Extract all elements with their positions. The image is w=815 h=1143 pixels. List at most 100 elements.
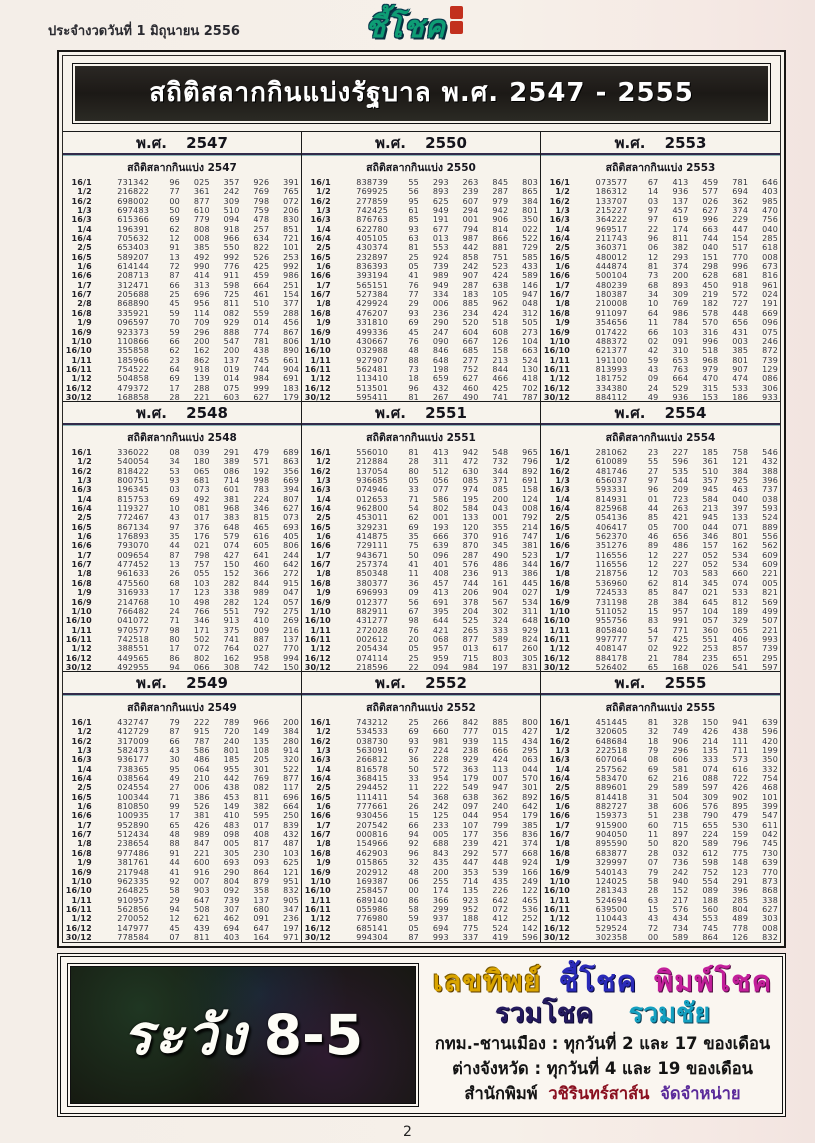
draw-row: 1/9 316933 17 123 338 989 047	[63, 588, 301, 597]
three-digit-4: 877	[283, 774, 299, 784]
three-digit-1: 290	[432, 318, 449, 328]
draw-date: 16/11	[304, 904, 331, 914]
first-prize: 961633	[117, 569, 150, 579]
three-digit-3: 796	[732, 839, 749, 849]
three-digit-4: 836	[522, 830, 538, 840]
first-prize: 294452	[356, 783, 389, 793]
statistics-box-inner: สถิติสลากกินแบ่งรัฐบาล พ.ศ. 2547 - 2555 …	[62, 55, 781, 943]
draw-date: 16/7	[71, 290, 92, 300]
three-digit-2: 627	[462, 374, 479, 384]
first-prize: 838739	[356, 178, 389, 187]
three-digit-2: 291	[223, 448, 240, 457]
three-digit-1: 903	[193, 886, 210, 896]
three-digit-1: 247	[432, 327, 449, 337]
draw-row: 2/5 360371 06 382 040 517 618	[541, 243, 780, 252]
three-digit-2: 135	[462, 886, 479, 896]
draw-row: 1/6 810850 99 526 149 382 664	[63, 802, 301, 811]
three-digit-2: 877	[462, 634, 479, 644]
three-digit-1: 843	[432, 848, 449, 858]
three-digit-3: 741	[492, 392, 509, 402]
draw-row: 1/10 962335 92 007 804 879 951	[63, 877, 301, 886]
three-digit-3: 666	[492, 746, 509, 756]
draw-row: 16/8 977486 91 221 305 230 103	[63, 849, 301, 858]
three-digit-2: 583	[702, 569, 719, 579]
last-two-digits: 56	[408, 597, 419, 607]
three-digit-1: 395	[432, 606, 449, 616]
first-prize: 742425	[356, 206, 389, 216]
three-digit-4: 288	[283, 308, 299, 318]
three-digit-1: 936	[672, 187, 689, 197]
draw-date: 1/10	[549, 606, 571, 616]
three-digit-2: 520	[462, 318, 479, 328]
draw-row: 16/9 217948 41 916 290 864 121	[63, 868, 301, 877]
draw-date: 16/2	[549, 196, 571, 206]
last-two-digits: 70	[169, 318, 180, 328]
first-prize: 481746	[595, 466, 628, 476]
three-digit-4: 386	[522, 569, 538, 579]
draw-row: 1/4 012653 71 586 195 200 124	[302, 495, 540, 504]
three-digit-1: 426	[193, 820, 210, 830]
draw-row: 2/5 430374 81 553 442 881 729	[302, 243, 540, 252]
last-two-digits: 87	[408, 932, 419, 942]
three-digit-1: 723	[672, 494, 689, 504]
three-digit-2: 213	[702, 504, 719, 514]
three-digit-2: 739	[223, 895, 240, 905]
three-digit-3: 071	[732, 522, 749, 532]
first-prize: 492955	[117, 662, 150, 672]
draw-row: 16/7 205688 25 696 725 461 154	[63, 290, 301, 299]
three-digit-2: 979	[702, 364, 719, 374]
first-prize: 334380	[595, 383, 628, 393]
three-digit-1: 769	[672, 299, 689, 309]
three-digit-4: 892	[522, 792, 538, 802]
three-digit-4: 312	[522, 308, 538, 318]
three-digit-1: 055	[193, 569, 210, 579]
last-two-digits: 86	[408, 895, 419, 905]
first-prize: 451445	[595, 718, 628, 727]
draw-date: 1/7	[316, 820, 331, 830]
three-digit-2: 570	[702, 318, 719, 328]
three-digit-3: 186	[732, 392, 749, 402]
three-digit-3: 517	[732, 243, 749, 253]
three-digit-2: 955	[223, 764, 240, 774]
last-two-digits: 64	[647, 308, 659, 318]
first-prize: 214768	[117, 597, 150, 607]
draw-date: 16/3	[71, 755, 92, 765]
three-digit-4: 806	[283, 336, 299, 346]
last-two-digits: 25	[408, 718, 419, 727]
first-prize: 331810	[356, 318, 389, 328]
three-digit-3: 148	[732, 858, 749, 868]
three-digit-2: 235	[702, 653, 719, 663]
three-digit-2: 554	[702, 876, 719, 886]
last-two-digits: 97	[647, 206, 659, 216]
three-digit-4: 338	[762, 895, 778, 905]
three-digit-3: 465	[253, 522, 270, 532]
three-digit-1: 734	[672, 923, 689, 933]
ad-headline-word-3: พิมพ์โชค	[654, 964, 773, 998]
last-two-digits: 48	[408, 346, 419, 356]
three-digit-4: 824	[522, 634, 538, 644]
draw-date: 1/4	[316, 494, 331, 504]
last-two-digits: 93	[169, 476, 180, 486]
draw-row: 16/9 017422 66 103 316 431 075	[541, 328, 780, 337]
page-top: ประจำงวดวันที่ 1 มิถุนายน 2556 ชี้โชค	[0, 0, 815, 50]
first-prize: 137054	[356, 466, 389, 476]
three-digit-3: 605	[253, 541, 270, 551]
draw-row: 16/5 100344 71 386 453 811 696	[63, 793, 301, 802]
three-digit-4: 470	[762, 206, 778, 216]
three-digit-1: 255	[432, 876, 449, 886]
first-prize: 499336	[356, 327, 389, 337]
three-digit-3: 431	[732, 327, 749, 337]
draw-date: 1/12	[549, 644, 571, 654]
three-digit-3: 533	[732, 588, 749, 598]
three-digit-4: 377	[283, 299, 299, 309]
three-digit-1: 386	[193, 792, 210, 802]
three-digit-2: 974	[462, 485, 479, 495]
three-digit-2: 282	[223, 597, 240, 607]
first-prize: 836393	[356, 262, 389, 272]
three-digit-2: 290	[223, 867, 240, 877]
three-digit-4: 889	[762, 522, 778, 532]
three-digit-1: 508	[193, 904, 210, 914]
three-digit-1: 346	[193, 616, 210, 626]
three-digit-4: 507	[762, 616, 778, 626]
three-digit-1: 989	[432, 271, 449, 281]
